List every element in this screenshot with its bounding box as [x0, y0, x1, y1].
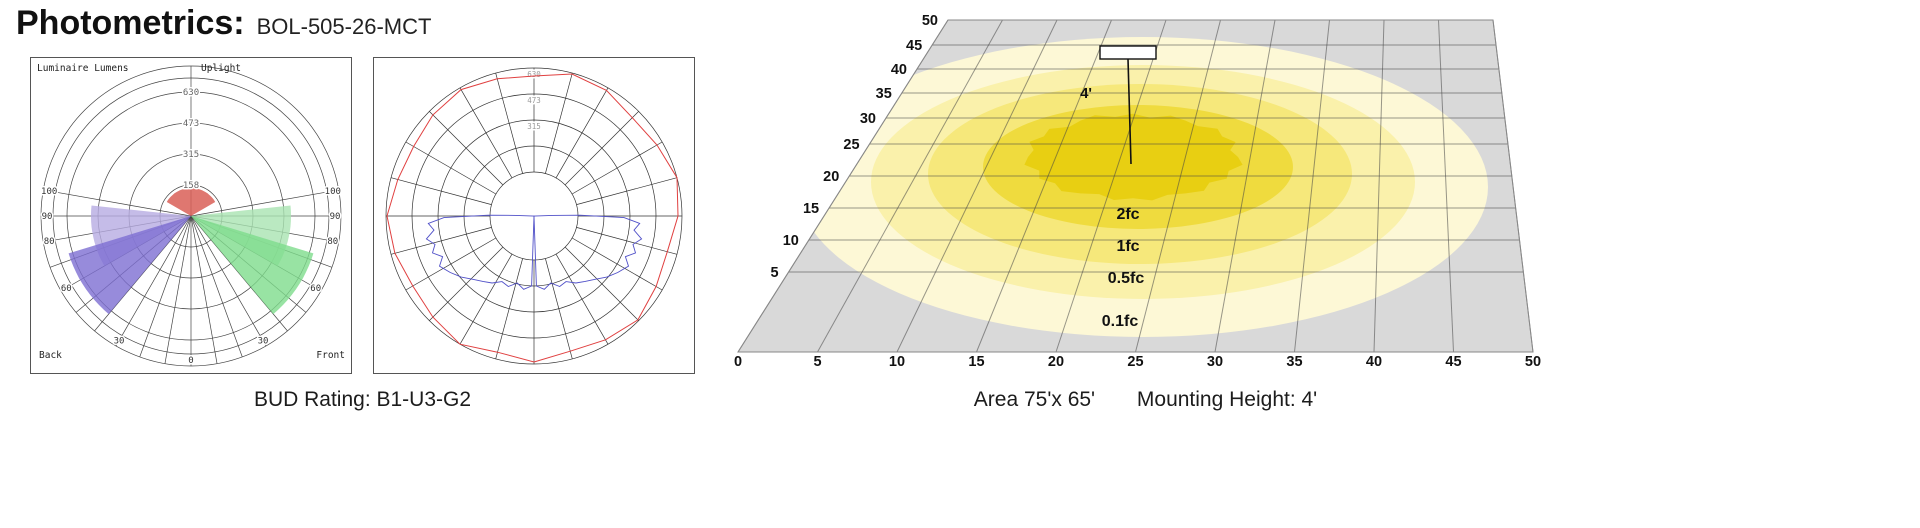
svg-text:15: 15: [968, 354, 984, 370]
svg-text:35: 35: [1286, 354, 1302, 370]
svg-text:Luminaire Lumens: Luminaire Lumens: [37, 63, 129, 74]
svg-text:45: 45: [1445, 354, 1461, 370]
svg-text:50: 50: [1525, 354, 1541, 370]
svg-text:90: 90: [330, 212, 341, 222]
svg-text:80: 80: [327, 237, 338, 247]
sector-back-lower-blue: [68, 216, 191, 315]
svg-text:5: 5: [813, 354, 821, 370]
svg-text:60: 60: [310, 284, 321, 294]
svg-text:315: 315: [183, 150, 199, 160]
svg-text:20: 20: [1048, 354, 1064, 370]
fixture-symbol: [1099, 45, 1157, 60]
svg-text:100: 100: [41, 187, 57, 197]
svg-text:10: 10: [783, 233, 799, 249]
svg-text:20: 20: [823, 169, 839, 185]
svg-text:30: 30: [114, 337, 125, 347]
mounting-pole: [1127, 58, 1132, 165]
page-title: Photometrics:: [16, 4, 245, 42]
svg-text:40: 40: [891, 62, 907, 78]
svg-text:2fc: 2fc: [1116, 206, 1139, 223]
svg-text:90: 90: [42, 212, 53, 222]
sector-uplight-red: [166, 188, 216, 216]
svg-text:Uplight: Uplight: [201, 63, 241, 74]
mounting-height-label: Mounting Height: 4': [1136, 388, 1318, 411]
svg-text:473: 473: [527, 96, 541, 105]
svg-text:630: 630: [183, 88, 199, 98]
candela-distribution-chart: 630 473 315: [373, 57, 695, 374]
svg-text:80: 80: [44, 237, 55, 247]
svg-text:473: 473: [183, 119, 199, 129]
contour-core: [1024, 113, 1243, 201]
page-header: Photometrics: BOL-505-26-MCT: [16, 4, 431, 43]
fc-contours: [798, 37, 1488, 337]
svg-text:40: 40: [1366, 354, 1382, 370]
beam-sectors: [68, 188, 314, 315]
svg-text:30: 30: [258, 337, 269, 347]
luminaire-polar-svg: 158 315 473 630 0 30 30 60 60 80 80 90 90 100 100 Lumin…: [37, 63, 347, 368]
svg-text:15: 15: [803, 201, 819, 217]
svg-text:100: 100: [325, 187, 341, 197]
candela-polar-svg: 630 473 315: [385, 67, 683, 365]
model-number: BOL-505-26-MCT: [256, 14, 432, 39]
svg-text:30: 30: [860, 111, 876, 127]
svg-text:0: 0: [734, 354, 742, 370]
red-candela-curve: [386, 73, 679, 363]
svg-text:30: 30: [1207, 354, 1223, 370]
svg-text:630: 630: [527, 70, 541, 79]
svg-text:Back: Back: [39, 350, 62, 361]
svg-text:Front: Front: [316, 350, 345, 361]
illuminance-perspective-chart: 4' 2fc 1fc 0.5fc 0.1fc 0 5 10 15 20 25 30 35 40 45 50 5 1…: [728, 2, 1558, 372]
svg-text:158: 158: [183, 181, 199, 191]
svg-text:25: 25: [1127, 354, 1143, 370]
svg-text:0: 0: [188, 356, 193, 366]
svg-text:50: 50: [922, 13, 938, 29]
svg-text:315: 315: [527, 122, 541, 131]
svg-text:0.1fc: 0.1fc: [1102, 313, 1139, 330]
svg-text:60: 60: [61, 284, 72, 294]
svg-text:10: 10: [889, 354, 905, 370]
blue-candela-lobe-left: [425, 214, 535, 290]
sector-front-lower-green: [191, 216, 314, 315]
bud-rating-caption: BUD Rating: B1-U3-G2: [253, 388, 472, 411]
blue-candela-lobe-right: [533, 214, 643, 290]
luminaire-lumens-chart: 158 315 473 630 0 30 30 60 60 80 80 90 90 100 100 Lumin…: [30, 57, 352, 374]
svg-text:1fc: 1fc: [1116, 238, 1139, 255]
svg-text:0.5fc: 0.5fc: [1108, 270, 1145, 287]
candela-grid: [385, 67, 683, 365]
svg-text:4': 4': [1080, 85, 1092, 102]
svg-text:35: 35: [876, 86, 892, 102]
area-label: Area 75'x 65': [973, 388, 1096, 411]
svg-text:45: 45: [906, 38, 922, 54]
svg-text:5: 5: [771, 265, 779, 281]
svg-text:25: 25: [843, 137, 859, 153]
area-caption: Area 75'x 65' Mounting Height: 4': [733, 388, 1558, 412]
